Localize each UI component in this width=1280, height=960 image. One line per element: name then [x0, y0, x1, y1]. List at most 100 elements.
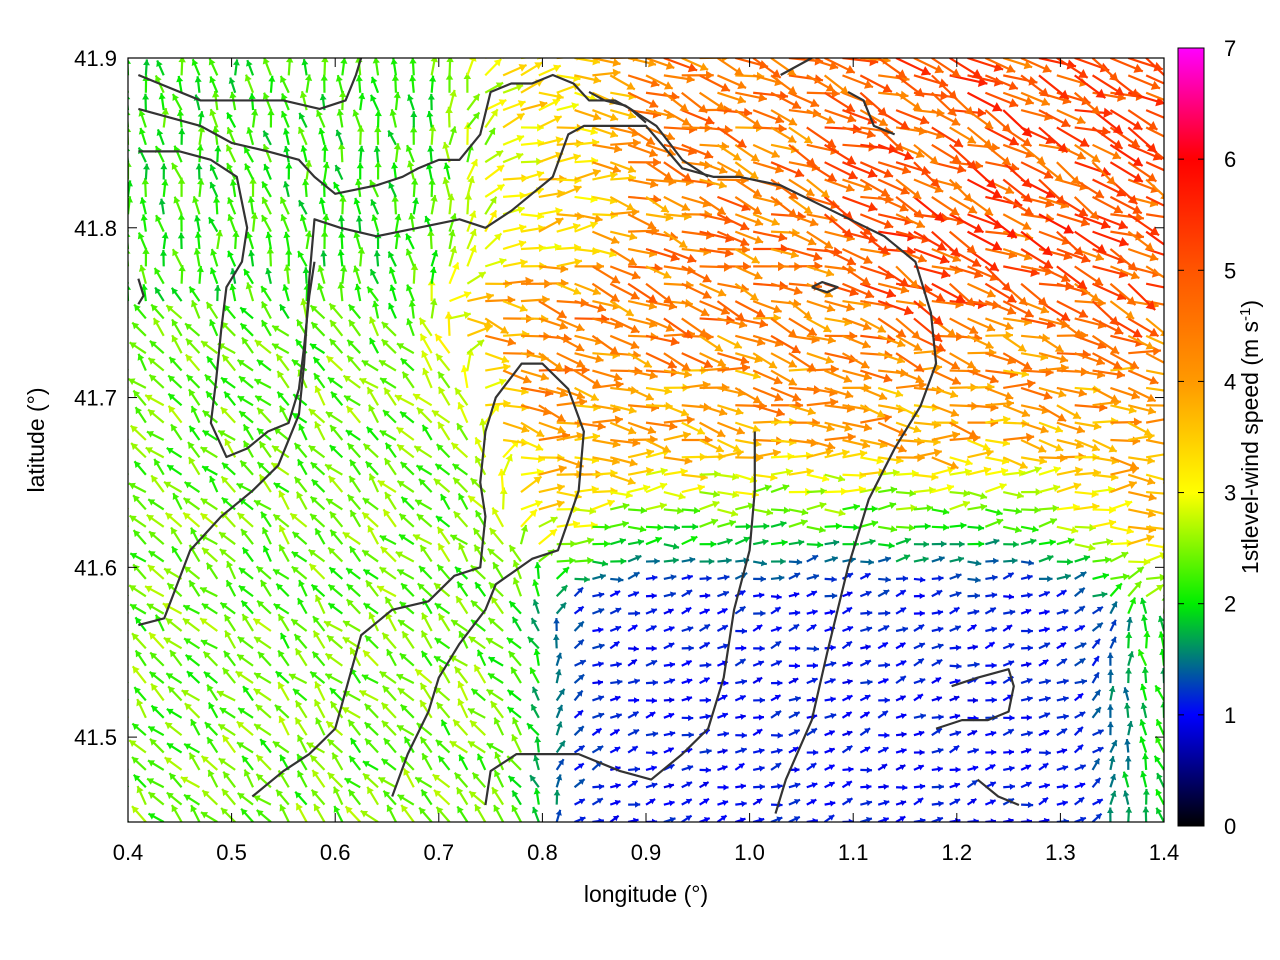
- wind-arrow: [128, 233, 131, 249]
- wind-arrow: [403, 736, 415, 754]
- wind-arrow: [305, 230, 313, 250]
- wind-arrow: [913, 610, 925, 617]
- wind-arrow: [320, 230, 329, 250]
- wind-arrow: [1141, 753, 1149, 770]
- wind-arrow: [716, 624, 729, 632]
- wind-arrow: [487, 656, 504, 667]
- wind-arrow: [984, 386, 1014, 401]
- wind-arrow: [166, 464, 183, 476]
- wind-arrow: [1128, 508, 1156, 519]
- contour-line: [138, 150, 316, 459]
- wind-arrow: [735, 502, 755, 511]
- wind-arrow: [448, 261, 460, 285]
- wind-arrow: [209, 181, 219, 198]
- wind-arrow: [1107, 652, 1114, 666]
- wind-arrow: [366, 286, 379, 302]
- wind-arrow: [1002, 624, 1013, 632]
- wind-arrow: [298, 423, 308, 441]
- wind-arrow: [627, 779, 639, 789]
- wind-arrow: [573, 778, 586, 789]
- wind-arrow: [1002, 572, 1015, 580]
- wind-arrow: [1139, 736, 1148, 753]
- wind-arrow: [314, 594, 326, 615]
- colorbar-gradient: [1177, 47, 1205, 827]
- wind-arrow: [716, 143, 742, 162]
- wind-arrow: [645, 697, 657, 704]
- wind-arrow: [320, 74, 328, 93]
- wind-arrow: [476, 649, 487, 667]
- wind-arrow: [1092, 456, 1120, 465]
- wind-arrow: [984, 641, 996, 650]
- wind-arrow: [877, 438, 907, 453]
- wind-arrow: [484, 352, 510, 364]
- wind-arrow: [931, 626, 944, 633]
- wind-arrow: [311, 769, 326, 788]
- wind-arrow: [734, 230, 764, 244]
- wind-arrow: [645, 265, 672, 279]
- wind-arrow: [717, 731, 730, 738]
- wind-arrow: [356, 162, 364, 180]
- wind-arrow: [877, 58, 907, 79]
- wind-arrow: [163, 481, 183, 494]
- wind-arrow: [734, 109, 762, 129]
- wind-arrow: [913, 196, 945, 223]
- wind-arrow: [842, 334, 871, 349]
- wind-arrow: [268, 75, 276, 93]
- wind-arrow: [1092, 386, 1120, 403]
- wind-arrow: [265, 267, 272, 284]
- wind-arrow: [502, 63, 528, 77]
- wind-arrow: [806, 645, 820, 652]
- wind-arrow: [1056, 58, 1089, 79]
- wind-arrow: [370, 76, 380, 94]
- wind-arrow: [484, 317, 509, 335]
- wind-arrow: [172, 492, 183, 510]
- wind-arrow: [296, 734, 308, 754]
- x-tick-label: 1.4: [1149, 840, 1180, 865]
- wind-arrow: [788, 558, 803, 566]
- wind-arrow: [325, 411, 343, 424]
- wind-arrow: [895, 626, 909, 633]
- wind-arrow: [1002, 728, 1015, 737]
- wind-arrow: [280, 110, 290, 128]
- wind-arrow: [128, 280, 130, 284]
- wind-arrow: [770, 574, 785, 582]
- wind-arrow: [455, 595, 469, 615]
- wind-arrow: [374, 125, 382, 145]
- wind-arrow: [1074, 796, 1085, 806]
- wind-arrow: [1020, 661, 1032, 668]
- wind-arrow: [627, 74, 660, 88]
- y-axis-label: latitude (°): [23, 387, 49, 492]
- wind-arrow: [949, 522, 967, 530]
- wind-arrow: [484, 232, 503, 250]
- wind-arrow: [555, 688, 566, 702]
- wind-arrow: [443, 162, 451, 180]
- wind-arrow: [196, 265, 204, 284]
- wind-arrow: [860, 783, 872, 790]
- wind-arrow: [406, 284, 415, 302]
- wind-arrow: [1021, 488, 1042, 496]
- wind-arrow: [609, 746, 621, 754]
- wind-arrow: [681, 814, 693, 822]
- wind-arrow: [824, 178, 855, 193]
- wind-arrow: [717, 784, 729, 791]
- wind-arrow: [414, 668, 433, 684]
- wind-arrow: [681, 421, 706, 435]
- wind-arrow: [860, 369, 893, 383]
- wind-arrow: [842, 766, 854, 773]
- wind-arrow: [354, 283, 362, 302]
- wind-arrow: [681, 317, 709, 338]
- wind-arrow: [167, 392, 183, 407]
- wind-arrow: [717, 91, 747, 104]
- wind-arrow: [627, 126, 656, 146]
- wind-arrow: [556, 431, 585, 442]
- wind-arrow: [752, 624, 763, 632]
- wind-arrow: [842, 438, 871, 450]
- wind-arrow: [717, 799, 729, 806]
- wind-arrow: [385, 611, 397, 632]
- wind-arrow: [445, 73, 454, 93]
- wind-arrow: [433, 789, 451, 806]
- wind-arrow: [931, 352, 961, 370]
- wind-arrow: [1109, 600, 1118, 615]
- wind-arrow: [1074, 555, 1091, 563]
- wind-arrow: [128, 681, 129, 684]
